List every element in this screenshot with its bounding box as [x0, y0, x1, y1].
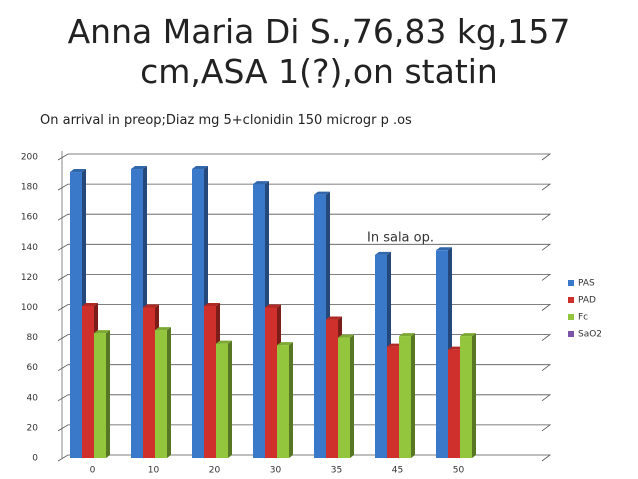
- grid-line: [57, 394, 552, 402]
- bar-top: [326, 316, 342, 320]
- legend-label: SaO2: [578, 330, 602, 340]
- grid-line: [57, 454, 552, 462]
- bar-side: [411, 333, 415, 458]
- bar: [436, 250, 448, 458]
- grid-line: [57, 273, 552, 281]
- bar-top: [94, 330, 110, 334]
- bar-top: [436, 247, 452, 251]
- bar-top: [216, 340, 232, 344]
- bar: [94, 333, 106, 458]
- bar: [155, 330, 167, 458]
- bar-top: [253, 181, 269, 185]
- y-tick-label: 100: [21, 303, 38, 313]
- x-tick-label: 45: [392, 466, 403, 476]
- x-tick-label: 50: [453, 466, 465, 476]
- subtitle: On arrival in preop;Diaz mg 5+clonidin 1…: [40, 113, 412, 128]
- x-tick-label: 35: [331, 466, 342, 476]
- bar-side: [167, 327, 171, 458]
- y-tick-label: 40: [27, 393, 39, 403]
- grid-line: [57, 213, 552, 221]
- legend-swatch: [568, 314, 574, 320]
- y-tick-label: 0: [32, 454, 38, 464]
- bar: [143, 307, 155, 458]
- legend-swatch: [568, 280, 574, 286]
- bar-top: [70, 169, 86, 173]
- grid-line: [57, 243, 552, 251]
- grid-line: [57, 304, 552, 311]
- bar-side: [106, 330, 110, 458]
- bar-top: [82, 302, 98, 306]
- bar-side: [228, 340, 232, 458]
- bar-side: [350, 334, 354, 458]
- bar-top: [399, 333, 415, 337]
- grid-line: [57, 424, 552, 432]
- x-tick-label: 10: [148, 466, 160, 476]
- bar: [338, 337, 350, 458]
- y-tick-label: 80: [27, 333, 39, 343]
- x-tick-label: 30: [270, 466, 282, 476]
- y-tick-label: 20: [27, 423, 39, 433]
- bar: [326, 319, 338, 458]
- legend-label: Fc: [578, 313, 588, 323]
- bar-top: [155, 327, 171, 331]
- y-tick-label: 180: [21, 183, 38, 193]
- y-tick-label: 200: [21, 153, 38, 163]
- x-tick-label: 20: [209, 466, 221, 476]
- bar-top: [460, 333, 476, 337]
- legend-swatch: [568, 331, 574, 337]
- bar-top: [375, 251, 391, 255]
- bar: [448, 349, 460, 458]
- bar: [387, 346, 399, 458]
- bar-top: [143, 304, 159, 308]
- bar-top: [277, 342, 293, 346]
- bar: [265, 307, 277, 458]
- bar: [399, 336, 411, 458]
- grid-line: [57, 153, 552, 161]
- x-tick-label: 0: [90, 466, 96, 476]
- y-tick-label: 60: [27, 363, 39, 373]
- bar: [204, 305, 216, 458]
- legend-swatch: [568, 297, 574, 303]
- grid-line: [57, 364, 552, 372]
- y-tick-label: 140: [21, 243, 38, 253]
- bar: [253, 184, 265, 458]
- bar: [131, 169, 143, 459]
- bar: [460, 336, 472, 458]
- bar: [70, 172, 82, 459]
- y-tick-label: 120: [21, 273, 38, 283]
- bar: [375, 254, 387, 458]
- bar: [82, 305, 94, 458]
- grid-line: [57, 334, 552, 341]
- legend-label: PAS: [578, 279, 595, 289]
- grid-line: [57, 183, 552, 191]
- bar: [192, 169, 204, 459]
- bar: [314, 194, 326, 458]
- bar: [216, 343, 228, 458]
- bar-top: [314, 191, 330, 195]
- slide-title: Anna Maria Di S.,76,83 kg,157 cm,ASA 1(?…: [67, 12, 571, 91]
- bar-top: [131, 166, 147, 170]
- y-tick-label: 160: [21, 213, 38, 223]
- bar-top: [265, 304, 281, 308]
- bar-top: [192, 166, 208, 170]
- bar: [277, 345, 289, 458]
- bar-side: [289, 342, 293, 458]
- annotation: In sala op.: [367, 231, 434, 246]
- legend-label: PAD: [578, 296, 596, 306]
- bar-side: [472, 333, 476, 458]
- bar-top: [338, 334, 354, 338]
- bar-top: [204, 302, 220, 306]
